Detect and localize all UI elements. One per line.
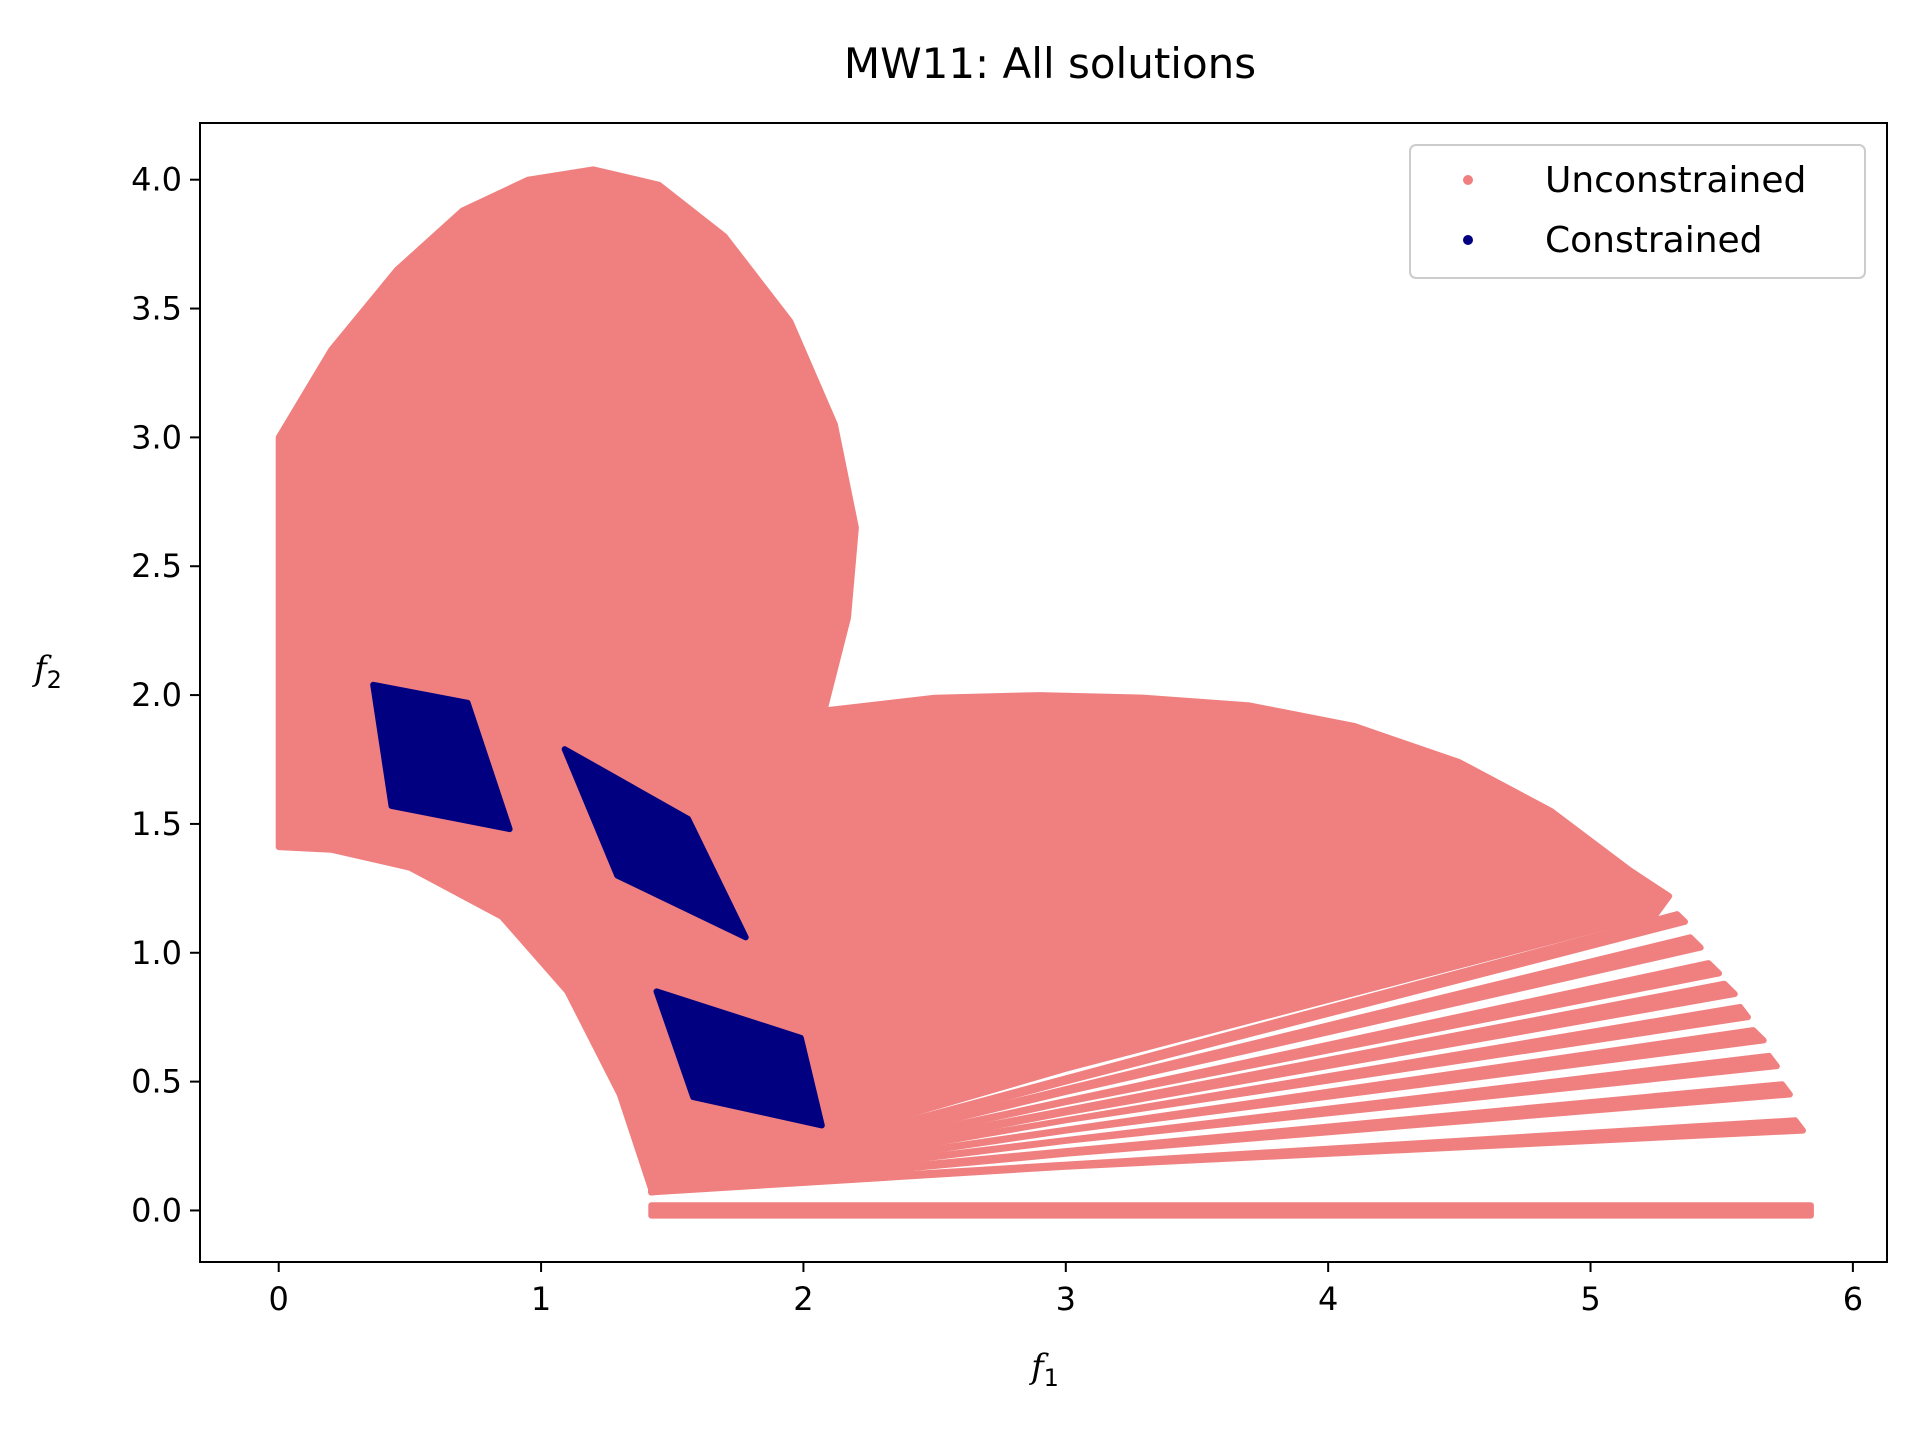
legend-frame xyxy=(1409,144,1866,279)
plot-area xyxy=(199,122,1888,1263)
x-tick-label: 3 xyxy=(1056,1280,1076,1318)
series-unconstrained xyxy=(275,166,1814,1219)
y-tick-label: 1.0 xyxy=(131,934,182,972)
x-tick-label: 0 xyxy=(269,1280,289,1318)
unconstrained-region-10 xyxy=(648,1202,1814,1219)
plot-frame xyxy=(199,122,1888,1263)
x-tick-label: 1 xyxy=(531,1280,551,1318)
legend: Unconstrained Constrained xyxy=(1409,144,1866,279)
constrained-region-1 xyxy=(561,746,749,941)
legend-label-unconstrained: Unconstrained xyxy=(1545,160,1806,201)
y-tick-label: 0.5 xyxy=(131,1063,182,1101)
y-tick-label: 2.5 xyxy=(131,547,182,585)
x-tick-label: 2 xyxy=(793,1280,813,1318)
y-tick-label: 2.0 xyxy=(131,676,182,714)
x-axis: 0 1 2 3 4 5 6 xyxy=(269,1262,1863,1318)
constrained-region-2 xyxy=(653,988,825,1129)
legend-marker-constrained xyxy=(1463,235,1473,245)
x-tick-label: 6 xyxy=(1843,1280,1863,1318)
unconstrained-region-9 xyxy=(648,1117,1806,1196)
y-tick-label: 0.0 xyxy=(131,1191,182,1229)
x-tick-label: 5 xyxy=(1580,1280,1600,1318)
series-constrained xyxy=(370,681,825,1129)
constrained-region-0 xyxy=(370,681,513,833)
x-tick-label: 4 xyxy=(1318,1280,1338,1318)
y-axis-label-subscript: 2 xyxy=(47,666,62,694)
y-tick-label: 3.5 xyxy=(131,290,182,328)
y-tick-label: 3.0 xyxy=(131,418,182,456)
chart-title: MW11: All solutions xyxy=(844,39,1256,88)
legend-marker-unconstrained xyxy=(1463,175,1473,185)
legend-label-constrained: Constrained xyxy=(1545,220,1763,261)
y-axis: 0.0 0.5 1.0 1.5 2.0 2.5 3.0 3.5 4.0 xyxy=(131,161,200,1229)
x-axis-label-subscript: 1 xyxy=(1044,1364,1059,1392)
y-tick-label: 4.0 xyxy=(131,161,182,199)
y-tick-label: 1.5 xyxy=(131,805,182,843)
unconstrained-region-0 xyxy=(275,166,1673,1193)
